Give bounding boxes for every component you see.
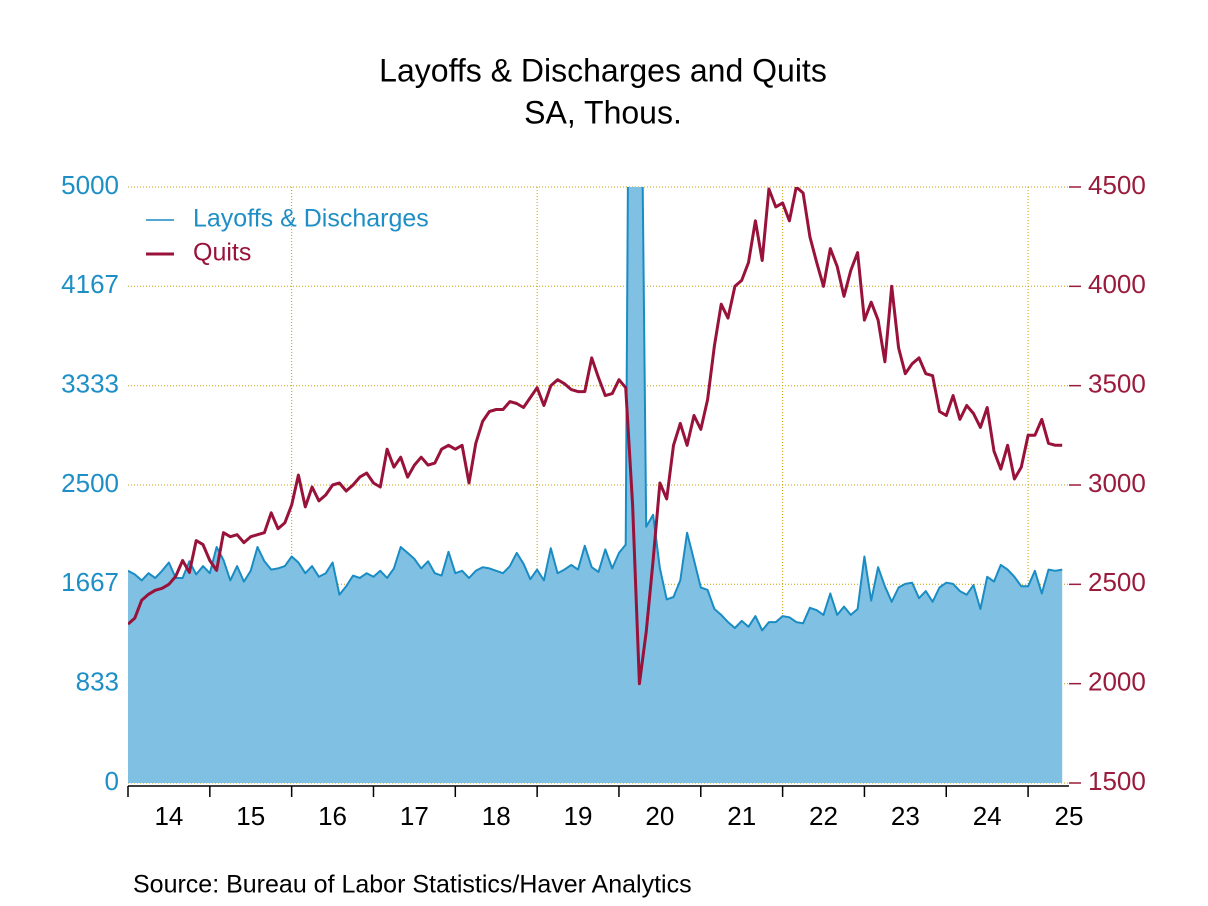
x-tick-label: 18	[482, 801, 511, 831]
legend-label: Layoffs & Discharges	[193, 205, 429, 233]
x-tick-label: 19	[564, 801, 593, 831]
x-tick-label: 22	[809, 801, 838, 831]
y-tick-label: 0	[105, 766, 119, 796]
x-tick-label: 23	[891, 801, 920, 831]
line	[128, 187, 1063, 632]
y2-tick-label: 3000	[1088, 468, 1146, 498]
x-tick-label: 20	[645, 801, 674, 831]
x-tick-label: 25	[1055, 801, 1084, 831]
x-tick-label: 21	[727, 801, 756, 831]
area	[128, 187, 1063, 783]
line	[128, 187, 1063, 686]
y2-tick-label: 2000	[1088, 667, 1146, 697]
source-note: Source: Bureau of Labor Statistics/Haver…	[133, 871, 692, 899]
y2-tick-label: 1500	[1088, 766, 1146, 796]
x-tick-label: 14	[154, 801, 183, 831]
y2-tick-label: 3500	[1088, 369, 1146, 399]
chart-subtitle: SA, Thous.	[524, 94, 682, 130]
x-tick-label: 16	[318, 801, 347, 831]
y-tick-label: 833	[76, 667, 119, 697]
chart-title: Layoffs & Discharges and Quits	[379, 52, 827, 88]
y2-tick-label: 2500	[1088, 567, 1146, 597]
y-tick-label: 1667	[61, 567, 119, 597]
x-tick-label: 15	[236, 801, 265, 831]
series-group	[128, 187, 1063, 686]
y-tick-label: 4167	[61, 269, 119, 299]
y2-tick-label: 4000	[1088, 269, 1146, 299]
y-tick-label: 3333	[61, 369, 119, 399]
series-group	[128, 187, 1063, 783]
y-tick-label: 5000	[61, 170, 119, 200]
y2-tick-label: 4500	[1088, 170, 1146, 200]
y-tick-label: 2500	[61, 468, 119, 498]
x-tick-label: 17	[400, 801, 429, 831]
legend-label: Quits	[193, 239, 251, 267]
x-tick-label: 24	[973, 801, 1002, 831]
